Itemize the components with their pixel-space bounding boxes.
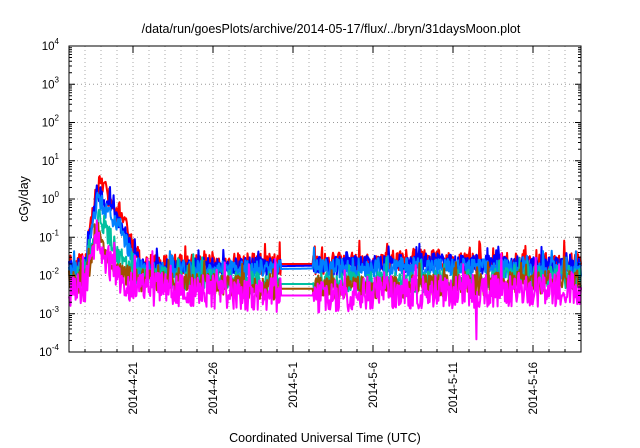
y-tick-label: 10-2 <box>39 267 59 283</box>
x-tick-label: 2014-5-1 <box>288 362 300 408</box>
chart-title: /data/run/goesPlots/archive/2014-05-17/f… <box>142 22 521 36</box>
x-axis-label: Coordinated Universal Time (UTC) <box>229 431 421 445</box>
y-axis-label: cGy/day <box>17 175 31 222</box>
x-tick-label: 2014-4-21 <box>128 362 140 414</box>
x-tick-label: 2014-4-26 <box>208 362 220 414</box>
y-tick-label: 103 <box>42 75 60 91</box>
y-tick-label: 10-1 <box>39 228 59 244</box>
x-axis: 2014-4-21 2014-4-26 2014-5-1 2014-5-6 2014-5… <box>84 46 566 414</box>
y-tick-label: 10-3 <box>39 305 59 321</box>
y-tick-label: 104 <box>42 37 60 53</box>
y-tick-label: 10-4 <box>39 343 59 359</box>
x-tick-label: 2014-5-11 <box>448 362 460 414</box>
x-tick-label: 2014-5-6 <box>368 362 380 408</box>
y-tick-label: 100 <box>42 190 60 206</box>
series-line <box>68 191 582 282</box>
y-tick-label: 101 <box>42 152 60 168</box>
grid <box>69 46 581 352</box>
y-axis: 10-4 10-3 10-2 10-1 100 101 102 103 104 <box>39 37 581 359</box>
y-tick-label: 102 <box>42 114 60 130</box>
x-tick-label: 2014-5-16 <box>528 362 540 414</box>
series-layer <box>68 175 582 341</box>
series-line <box>68 219 582 341</box>
